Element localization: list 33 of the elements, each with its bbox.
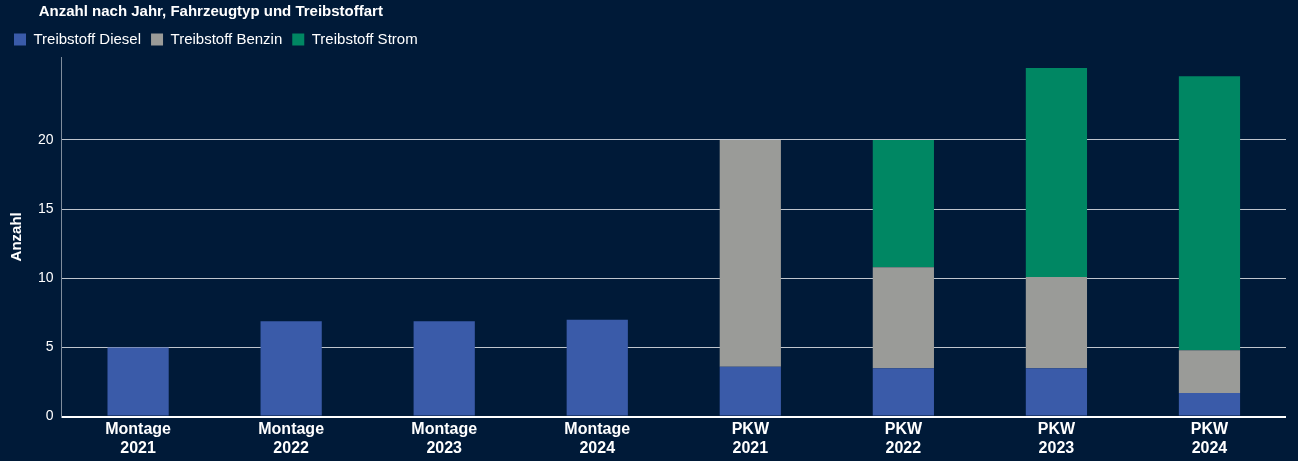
legend-label: Treibstoff Benzin — [170, 29, 283, 47]
bar — [1025, 368, 1088, 416]
x-tick-label: Montage 2023 — [411, 419, 478, 456]
legend-label: Treibstoff Strom — [311, 29, 418, 47]
y-tick-label: 20 — [37, 130, 54, 147]
x-tick-label: Montage 2021 — [105, 419, 172, 456]
y-axis-title: Anzahl — [7, 212, 25, 262]
x-tick-label: Montage 2024 — [564, 419, 631, 456]
x-tick-label: Montage 2022 — [258, 419, 325, 456]
bar — [872, 368, 934, 416]
bar — [260, 321, 322, 416]
bar — [719, 366, 781, 416]
bar — [1178, 76, 1241, 351]
legend-label: Treibstoff Diesel — [33, 29, 142, 47]
y-tick-label: 5 — [45, 338, 54, 355]
bar — [872, 267, 934, 369]
bar — [1178, 393, 1241, 416]
y-tick-label: 15 — [37, 200, 54, 216]
bar — [719, 139, 781, 367]
bar — [1178, 350, 1241, 394]
legend-title: Anzahl nach Jahr, Fahrzeugtyp und Treibstoffart — [38, 1, 383, 19]
bar — [872, 139, 934, 268]
bar — [413, 321, 475, 416]
bar — [107, 347, 169, 416]
x-tick-label: PKW 2022 — [884, 419, 923, 456]
bar — [1025, 68, 1088, 277]
x-tick-label: PKW 2021 — [731, 419, 770, 456]
bar — [566, 319, 628, 416]
x-tick-label: PKW 2023 — [1037, 419, 1076, 456]
y-tick-label: 10 — [37, 269, 54, 286]
y-tick-label: 0 — [45, 407, 54, 424]
bar — [1025, 276, 1088, 369]
x-tick-label: PKW 2024 — [1190, 419, 1230, 456]
